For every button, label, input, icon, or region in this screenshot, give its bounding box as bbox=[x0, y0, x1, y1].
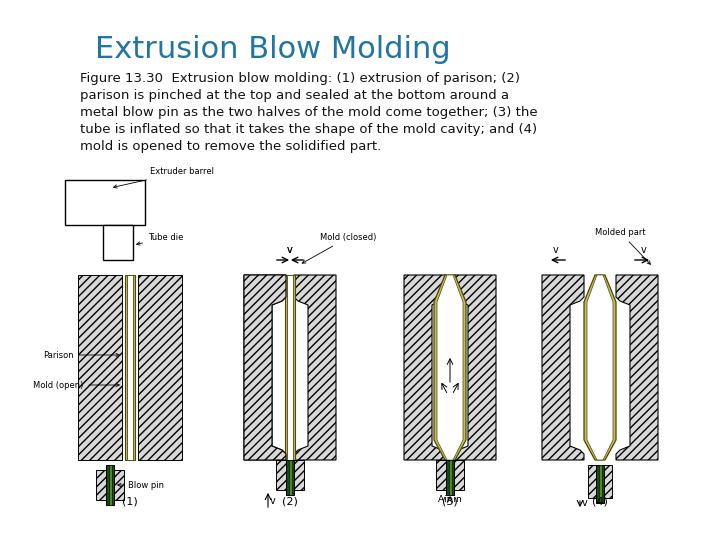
FancyBboxPatch shape bbox=[287, 275, 293, 460]
Text: Mold (open): Mold (open) bbox=[33, 381, 120, 389]
Polygon shape bbox=[616, 275, 658, 460]
Text: Extruder barrel: Extruder barrel bbox=[114, 167, 214, 188]
Text: Mold (closed): Mold (closed) bbox=[302, 233, 377, 263]
FancyBboxPatch shape bbox=[449, 460, 451, 495]
Polygon shape bbox=[294, 275, 336, 460]
Polygon shape bbox=[584, 275, 616, 460]
FancyBboxPatch shape bbox=[289, 460, 292, 495]
Text: (2): (2) bbox=[282, 497, 298, 507]
FancyBboxPatch shape bbox=[109, 465, 112, 505]
Text: (3): (3) bbox=[442, 497, 458, 507]
Text: (1): (1) bbox=[122, 497, 138, 507]
Text: Air in: Air in bbox=[438, 495, 462, 504]
Text: v: v bbox=[582, 498, 588, 508]
Polygon shape bbox=[244, 275, 286, 460]
FancyBboxPatch shape bbox=[103, 225, 133, 260]
Text: Figure 13.30  Extrusion blow molding: (1) extrusion of parison; (2): Figure 13.30 Extrusion blow molding: (1)… bbox=[80, 72, 520, 85]
FancyBboxPatch shape bbox=[106, 465, 114, 505]
Text: v: v bbox=[553, 245, 559, 255]
FancyBboxPatch shape bbox=[138, 275, 182, 460]
Polygon shape bbox=[454, 275, 496, 460]
Text: Blow pin: Blow pin bbox=[117, 481, 164, 489]
Polygon shape bbox=[437, 275, 463, 460]
FancyBboxPatch shape bbox=[588, 465, 612, 498]
FancyBboxPatch shape bbox=[96, 470, 124, 500]
Text: v: v bbox=[270, 496, 276, 506]
Text: Molded part: Molded part bbox=[595, 228, 650, 264]
Text: metal blow pin as the two halves of the mold come together; (3) the: metal blow pin as the two halves of the … bbox=[80, 106, 538, 119]
FancyBboxPatch shape bbox=[446, 460, 454, 495]
Text: mold is opened to remove the solidified part.: mold is opened to remove the solidified … bbox=[80, 140, 382, 153]
Text: tube is inflated so that it takes the shape of the mold cavity; and (4): tube is inflated so that it takes the sh… bbox=[80, 123, 537, 136]
FancyBboxPatch shape bbox=[285, 275, 295, 460]
FancyBboxPatch shape bbox=[78, 275, 122, 460]
Text: v: v bbox=[641, 245, 647, 255]
FancyBboxPatch shape bbox=[598, 465, 601, 503]
FancyBboxPatch shape bbox=[596, 465, 604, 503]
Text: Tube die: Tube die bbox=[137, 233, 184, 245]
Text: Parison: Parison bbox=[43, 350, 120, 360]
FancyBboxPatch shape bbox=[276, 460, 304, 490]
FancyBboxPatch shape bbox=[125, 275, 135, 460]
Polygon shape bbox=[542, 275, 584, 460]
Polygon shape bbox=[434, 275, 466, 460]
Polygon shape bbox=[404, 275, 446, 460]
Text: Extrusion Blow Molding: Extrusion Blow Molding bbox=[95, 35, 451, 64]
FancyBboxPatch shape bbox=[286, 460, 294, 495]
Text: (4): (4) bbox=[592, 497, 608, 507]
Text: parison is pinched at the top and sealed at the bottom around a: parison is pinched at the top and sealed… bbox=[80, 89, 509, 102]
Text: v: v bbox=[287, 245, 293, 255]
FancyBboxPatch shape bbox=[65, 180, 145, 225]
Polygon shape bbox=[244, 275, 286, 460]
FancyBboxPatch shape bbox=[127, 275, 133, 460]
Polygon shape bbox=[587, 275, 613, 460]
Text: v: v bbox=[287, 245, 293, 255]
FancyBboxPatch shape bbox=[436, 460, 464, 490]
